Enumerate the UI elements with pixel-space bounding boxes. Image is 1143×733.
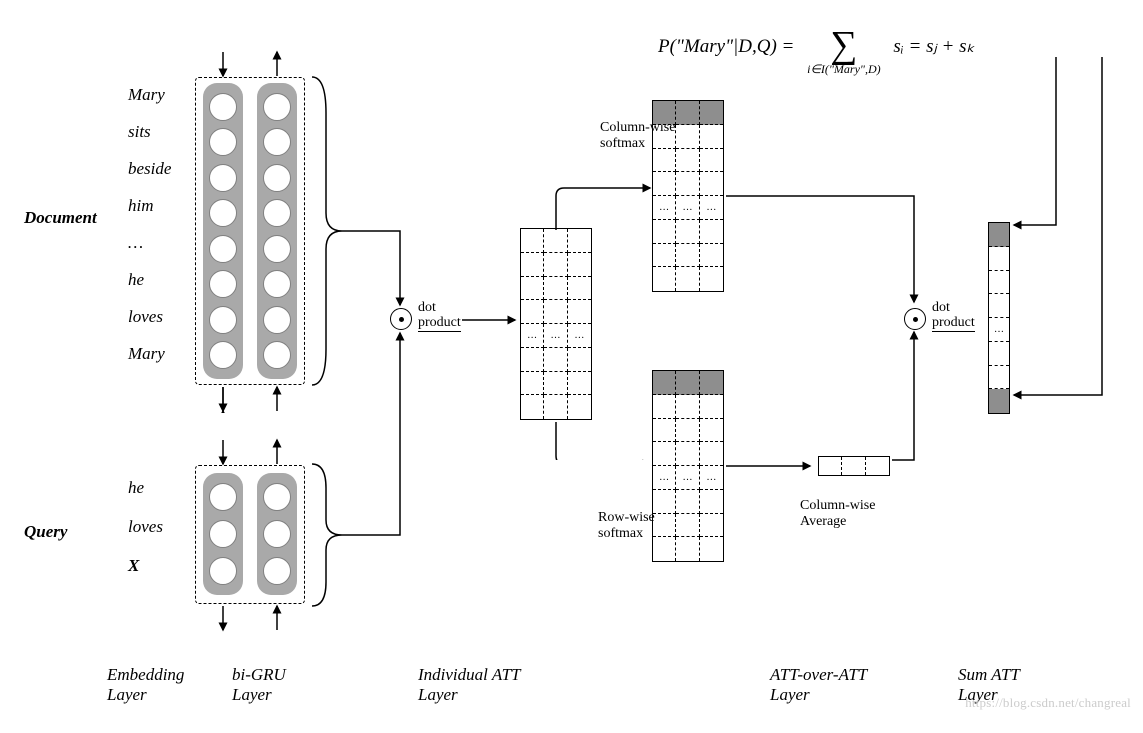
colwise-softmax-matrix: ……… (652, 100, 724, 292)
h1-to-mat (460, 312, 520, 328)
hadamard-1 (390, 308, 412, 330)
rowwise-softmax-matrix: ……… (652, 370, 724, 562)
into-hadamard2 (724, 190, 964, 480)
eq-lhs: P("Mary"|D,Q) = (658, 36, 794, 57)
query-section-label: Query (24, 522, 67, 542)
layer-label: ATT-over-ATTLayer (770, 665, 867, 705)
query-words: he loves X (128, 478, 163, 595)
q-top-arrows (195, 438, 305, 468)
document-section-label: Document (24, 208, 97, 228)
layer-label: bi-GRULayer (232, 665, 286, 705)
brace-to-hadamard (340, 225, 450, 545)
layer-label: Individual ATTLayer (418, 665, 520, 705)
q-word: X (128, 556, 163, 595)
doc-word: he (128, 270, 171, 307)
q-gru-col-left (203, 473, 243, 595)
layer-label: EmbeddingLayer (107, 665, 184, 705)
doc-word: Mary (128, 344, 171, 381)
watermark: https://blog.csdn.net/changreal (965, 695, 1131, 711)
equation: P("Mary"|D,Q) = ∑ i∈I("Mary",D) sᵢ = sⱼ … (658, 24, 975, 71)
q-gru-col-right (257, 473, 297, 595)
doc-bottom-arrows (195, 383, 305, 413)
document-words: Mary sits beside him … he loves Mary (128, 85, 171, 381)
doc-gru-col-right (257, 83, 297, 379)
hadamard-1-label: dotproduct (418, 300, 461, 332)
hadamard-2-label: dotproduct (932, 300, 975, 332)
doc-word: loves (128, 307, 171, 344)
eq-rhs: sᵢ = sⱼ + sₖ (893, 36, 974, 57)
q-bottom-arrows (195, 602, 305, 632)
rowwise-softmax-label: Row-wisesoftmax (598, 510, 655, 542)
q-word: loves (128, 517, 163, 556)
doc-word: him (128, 196, 171, 233)
doc-word: … (128, 233, 171, 270)
doc-gru-col-left (203, 83, 243, 379)
doc-top-arrows (195, 50, 305, 80)
doc-word: Mary (128, 85, 171, 122)
doc-word: beside (128, 159, 171, 196)
center-split-arrows (540, 100, 670, 460)
colwise-avg-label: Column-wiseAverage (800, 498, 875, 530)
q-word: he (128, 478, 163, 517)
eq-sub: i∈I("Mary",D) (807, 62, 881, 77)
doc-word: sits (128, 122, 171, 159)
diagram-canvas: Document Query Mary sits beside him … he… (0, 0, 1143, 733)
sum-att-vector: … (988, 222, 1010, 414)
eq-to-vec (1010, 55, 1120, 425)
hadamard-2 (904, 308, 926, 330)
